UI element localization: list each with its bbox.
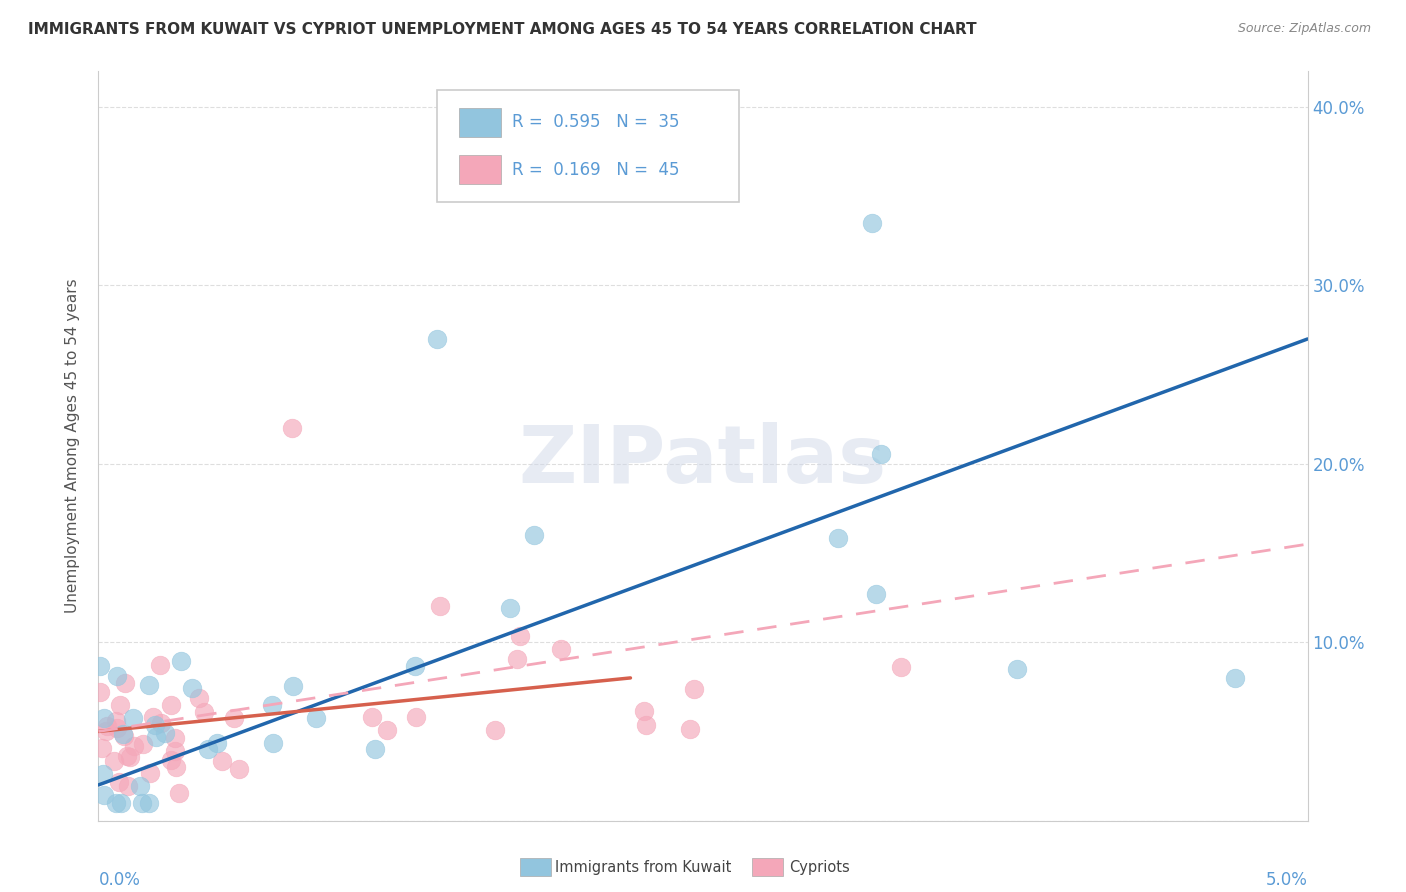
Point bbox=[108, 698, 131, 712]
Point bbox=[679, 722, 702, 736]
Point bbox=[633, 704, 655, 718]
Point bbox=[193, 705, 215, 719]
Point bbox=[180, 681, 202, 696]
Point bbox=[165, 760, 187, 774]
Point bbox=[143, 717, 166, 731]
Point bbox=[103, 754, 125, 768]
Point bbox=[509, 629, 531, 643]
Text: 0.0%: 0.0% bbox=[98, 871, 141, 888]
Point bbox=[122, 711, 145, 725]
Point bbox=[122, 739, 145, 753]
Point bbox=[107, 774, 129, 789]
Point bbox=[148, 658, 170, 673]
Point bbox=[89, 684, 111, 698]
Point bbox=[104, 714, 127, 729]
Point bbox=[110, 796, 132, 810]
Point bbox=[262, 698, 284, 712]
Point bbox=[112, 729, 135, 743]
Point bbox=[375, 723, 398, 738]
Text: R =  0.169   N =  45: R = 0.169 N = 45 bbox=[512, 161, 679, 178]
Point bbox=[150, 715, 173, 730]
Point bbox=[170, 654, 193, 668]
Point bbox=[281, 679, 304, 693]
Point bbox=[107, 668, 129, 682]
Point bbox=[89, 659, 111, 673]
Point bbox=[429, 599, 451, 613]
Point bbox=[153, 726, 176, 740]
Point bbox=[1007, 662, 1029, 676]
Point bbox=[104, 796, 127, 810]
Point bbox=[117, 779, 139, 793]
Point bbox=[636, 718, 658, 732]
Point bbox=[870, 447, 893, 461]
Point bbox=[112, 726, 135, 740]
Point bbox=[228, 763, 250, 777]
Point bbox=[262, 736, 284, 750]
Point bbox=[145, 731, 167, 745]
Point bbox=[364, 742, 387, 756]
Point bbox=[865, 587, 887, 601]
Point bbox=[160, 698, 183, 713]
Point bbox=[305, 711, 328, 725]
Point bbox=[114, 675, 136, 690]
Point bbox=[90, 740, 112, 755]
Point bbox=[94, 723, 117, 738]
Point bbox=[138, 796, 160, 810]
Point bbox=[405, 710, 427, 724]
Point bbox=[860, 216, 883, 230]
Point bbox=[129, 780, 152, 794]
Text: R =  0.595   N =  35: R = 0.595 N = 35 bbox=[512, 113, 679, 131]
Point bbox=[197, 742, 219, 756]
Point bbox=[165, 731, 187, 746]
Point bbox=[165, 744, 187, 758]
Point bbox=[138, 678, 160, 692]
Point bbox=[211, 754, 233, 768]
Bar bbox=[458, 155, 501, 184]
Point bbox=[131, 796, 153, 810]
Point bbox=[484, 723, 506, 737]
Point bbox=[169, 786, 191, 800]
Point bbox=[523, 528, 546, 542]
Point bbox=[205, 736, 228, 750]
Text: ZIPatlas: ZIPatlas bbox=[519, 422, 887, 500]
Point bbox=[682, 681, 704, 696]
Text: 5.0%: 5.0% bbox=[1265, 871, 1308, 888]
Point bbox=[404, 659, 426, 673]
Text: Cypriots: Cypriots bbox=[789, 860, 849, 874]
Point bbox=[827, 531, 849, 545]
Point bbox=[360, 710, 382, 724]
Point bbox=[93, 711, 115, 725]
Point bbox=[1223, 671, 1246, 685]
Point bbox=[159, 753, 181, 767]
Point bbox=[142, 710, 165, 724]
Text: Source: ZipAtlas.com: Source: ZipAtlas.com bbox=[1237, 22, 1371, 36]
Point bbox=[93, 766, 115, 780]
Bar bbox=[458, 108, 501, 136]
Point bbox=[506, 651, 529, 665]
Point bbox=[222, 710, 245, 724]
Point bbox=[188, 691, 211, 706]
Point bbox=[499, 601, 522, 615]
Point bbox=[281, 421, 304, 435]
Point bbox=[132, 737, 155, 751]
Point bbox=[118, 750, 141, 764]
Text: IMMIGRANTS FROM KUWAIT VS CYPRIOT UNEMPLOYMENT AMONG AGES 45 TO 54 YEARS CORRELA: IMMIGRANTS FROM KUWAIT VS CYPRIOT UNEMPL… bbox=[28, 22, 977, 37]
Point bbox=[890, 660, 912, 674]
Point bbox=[93, 788, 115, 802]
FancyBboxPatch shape bbox=[437, 90, 740, 202]
Point bbox=[96, 719, 118, 733]
Point bbox=[139, 765, 162, 780]
Point bbox=[550, 641, 572, 656]
Text: Immigrants from Kuwait: Immigrants from Kuwait bbox=[555, 860, 731, 874]
Y-axis label: Unemployment Among Ages 45 to 54 years: Unemployment Among Ages 45 to 54 years bbox=[65, 278, 80, 614]
Point bbox=[115, 748, 138, 763]
Point bbox=[105, 722, 128, 736]
Point bbox=[426, 332, 449, 346]
